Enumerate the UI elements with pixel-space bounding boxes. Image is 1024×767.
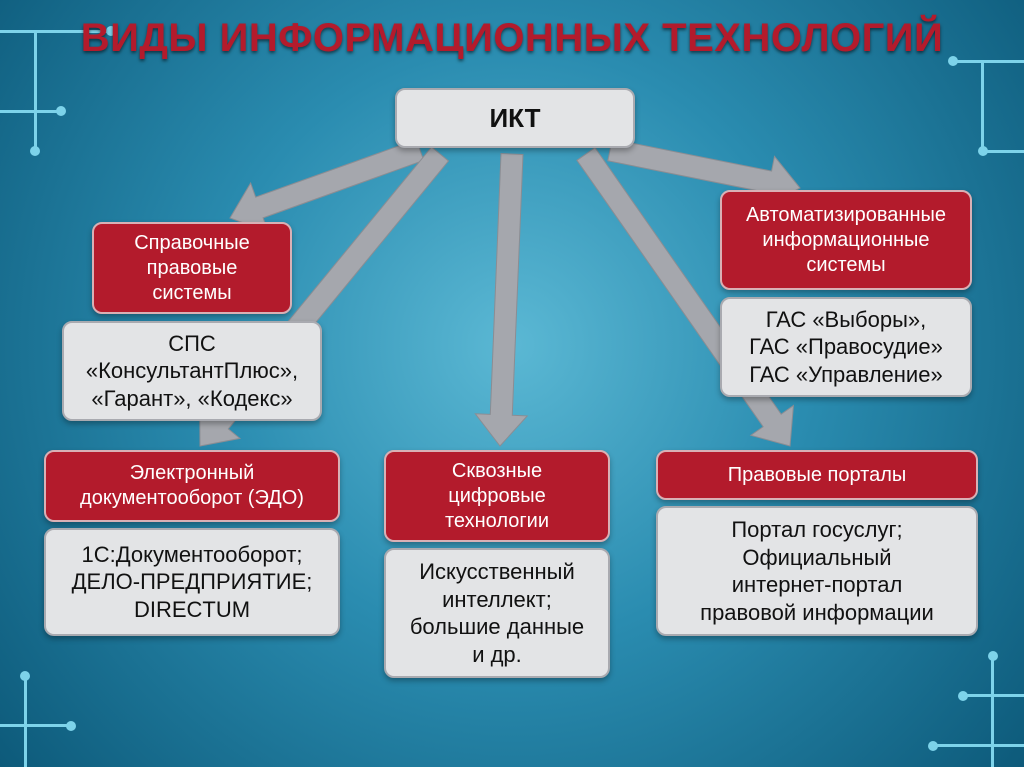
root-box: ИКТ	[395, 88, 635, 148]
cross-grey: Искусственныйинтеллект;большие данныеи д…	[384, 548, 610, 678]
portal-red: Правовые порталы	[656, 450, 978, 500]
sps-grey: СПС«КонсультантПлюс»,«Гарант», «Кодекс»	[62, 321, 322, 421]
sps-red: Справочныеправовыесистемы	[92, 222, 292, 314]
edo-red: Электронныйдокументооборот (ЭДО)	[44, 450, 340, 522]
ais-grey: ГАС «Выборы»,ГАС «Правосудие»ГАС «Управл…	[720, 297, 972, 397]
ais-red: Автоматизированныеинформационныесистемы	[720, 190, 972, 290]
cross-red: Сквозныецифровыетехнологии	[384, 450, 610, 542]
page-title: ВИДЫ ИНФОРМАЦИОННЫХ ТЕХНОЛОГИЙ	[0, 16, 1024, 61]
portal-grey: Портал госуслуг;Официальныйинтернет-порт…	[656, 506, 978, 636]
edo-grey: 1С:Документооборот;ДЕЛО-ПРЕДПРИЯТИЕ;DIRE…	[44, 528, 340, 636]
